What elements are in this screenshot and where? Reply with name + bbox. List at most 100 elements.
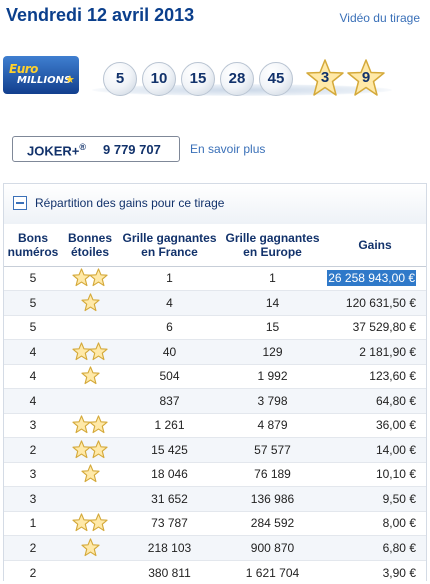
cell-france: 504 (118, 363, 221, 389)
page-header: Vendredi 12 avril 2013 Vidéo du tirage (0, 0, 430, 32)
cell-numbers: 1 (4, 510, 62, 536)
cell-stars (62, 388, 118, 413)
cell-france: 4 (118, 290, 221, 315)
star-icon (89, 268, 108, 287)
cell-numbers: 5 (4, 265, 62, 291)
cell-numbers: 2 (4, 535, 62, 560)
cell-europe: 57 577 (221, 437, 324, 462)
gains-panel-title: Répartition des gains pour ce tirage (35, 196, 225, 210)
cell-europe: 284 592 (221, 510, 324, 536)
cell-stars (62, 412, 118, 438)
cell-france: 15 425 (118, 437, 221, 462)
cell-numbers: 3 (4, 486, 62, 511)
gains-panel: Répartition des gains pour ce tirage Bon… (3, 183, 427, 584)
joker-more-link[interactable]: En savoir plus (190, 142, 266, 156)
table-row: 3 18 046 76 189 10,10 € (4, 461, 426, 487)
table-row: 1 73 787 284 592 8,00 € (4, 510, 426, 536)
cell-stars (62, 437, 118, 462)
cell-gains: 14,00 € (324, 437, 426, 462)
ball-3: 15 (181, 62, 215, 96)
cell-stars (62, 339, 118, 364)
table-row: 2 218 103 900 870 6,80 € (4, 535, 426, 560)
star-icon (89, 342, 108, 360)
cell-gains: 64,80 € (324, 388, 426, 413)
cell-france: 837 (118, 388, 221, 413)
cell-gains: 10,10 € (324, 461, 426, 487)
draw-date-title: Vendredi 12 avril 2013 (6, 5, 195, 25)
cell-stars (62, 265, 118, 291)
cell-stars (62, 461, 118, 487)
gain-value: 9,50 € (382, 491, 416, 506)
cell-stars (62, 314, 118, 340)
cell-numbers: 3 (4, 461, 62, 487)
star-icon (72, 342, 91, 360)
cell-gains: 8,00 € (324, 510, 426, 536)
cell-stars (62, 363, 118, 389)
ball-2: 10 (142, 62, 176, 96)
col-header-europe: Grille gagnantes en Europe (225, 230, 320, 259)
col-header-france: Grille gagnantes en France (122, 230, 217, 259)
cell-europe: 14 (221, 290, 324, 315)
table-row: 4 837 3 798 64,80 € (4, 388, 426, 413)
cell-europe: 900 870 (221, 535, 324, 560)
gain-value: 37 529,80 € (352, 320, 416, 335)
lucky-star-2-value: 9 (361, 69, 371, 86)
gain-value: 10,10 € (375, 467, 416, 482)
star-icon (80, 464, 100, 483)
cell-gains: 36,00 € (324, 412, 426, 438)
star-icon (80, 293, 100, 311)
joker-label: JOKER+® (27, 142, 87, 159)
joker-number: 9 779 707 (103, 142, 161, 157)
cell-numbers: 4 (4, 339, 62, 364)
lucky-star-2: 9 (346, 58, 386, 98)
lucky-star-1-value: 3 (320, 69, 330, 86)
col-header-numbers: Bons numéros (7, 230, 59, 259)
gain-value: 6,80 € (382, 540, 416, 555)
logo-text-millions: MILLIONS (17, 75, 72, 86)
cell-numbers: 4 (4, 388, 62, 413)
cell-stars (62, 290, 118, 315)
star-icon (89, 415, 108, 434)
gain-value: 36,00 € (375, 418, 416, 433)
cell-numbers: 5 (4, 314, 62, 340)
cell-gains: 6,80 € (324, 535, 426, 560)
cell-numbers: 5 (4, 290, 62, 315)
logo-text-euro: Euro (9, 62, 38, 76)
star-icon (80, 366, 100, 385)
gains-table-header: Bons numéros Bonnes étoiles Grille gagnant… (4, 224, 426, 266)
cell-france: 73 787 (118, 510, 221, 536)
star-icon (89, 513, 108, 532)
logo-star-icon: ★ (65, 74, 75, 86)
cell-gains: 37 529,80 € (324, 314, 426, 340)
cell-france: 6 (118, 314, 221, 340)
ball-5: 45 (259, 62, 293, 96)
star-icon (72, 268, 91, 287)
gain-value: 123,60 € (369, 369, 416, 384)
cell-europe: 1 (221, 265, 324, 291)
cell-gains: 2 181,90 € (324, 339, 426, 364)
cell-gains: 9,50 € (324, 486, 426, 511)
gain-value: 120 631,50 € (345, 295, 416, 310)
col-header-stars: Bonnes étoiles (67, 230, 112, 259)
table-row: 2 15 425 57 577 14,00 € (4, 437, 426, 462)
star-icon (72, 415, 91, 434)
video-link[interactable]: Vidéo du tirage (339, 11, 420, 25)
cell-gains: 26 258 943,00 € (324, 265, 426, 291)
star-icon (72, 513, 91, 532)
table-row: 4 40 129 2 181,90 € (4, 339, 426, 364)
collapse-minus-icon[interactable] (13, 196, 27, 210)
cell-europe: 3 798 (221, 388, 324, 413)
cell-stars (62, 535, 118, 560)
ball-4: 28 (220, 62, 254, 96)
euromillions-logo: Euro MILLIONS ★ (3, 56, 79, 94)
gain-value: 14,00 € (375, 442, 416, 457)
cell-france: 18 046 (118, 461, 221, 487)
star-icon (89, 440, 108, 458)
cell-europe: 15 (221, 314, 324, 340)
cell-europe: 1 992 (221, 363, 324, 389)
star-icon (72, 440, 91, 458)
table-row: 5 1 1 26 258 943,00 € (4, 265, 426, 291)
cell-europe: 4 879 (221, 412, 324, 438)
col-header-gains: Gains (358, 237, 392, 252)
gain-value: 26 258 943,00 € (327, 270, 416, 287)
